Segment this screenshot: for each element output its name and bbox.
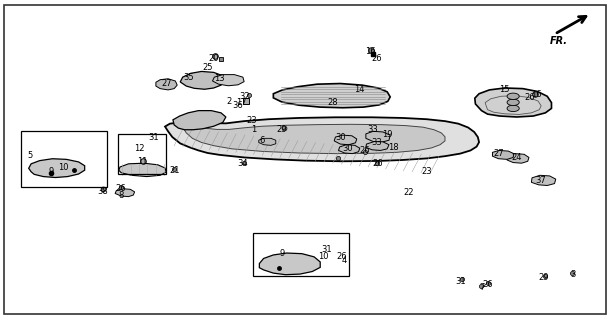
Text: 4: 4	[342, 256, 347, 265]
Text: 3: 3	[570, 270, 575, 279]
Text: 21: 21	[169, 166, 179, 175]
Circle shape	[507, 99, 519, 106]
Polygon shape	[531, 175, 556, 186]
Text: 31: 31	[456, 276, 466, 285]
Polygon shape	[507, 154, 529, 163]
Text: 26: 26	[373, 159, 383, 168]
Polygon shape	[173, 111, 226, 130]
Text: 27: 27	[161, 79, 171, 88]
Text: 16: 16	[531, 90, 542, 99]
Text: 27: 27	[493, 149, 504, 158]
Text: 25: 25	[203, 63, 213, 72]
Text: 36: 36	[232, 101, 243, 110]
Text: 20: 20	[209, 53, 219, 62]
Text: 9: 9	[279, 250, 284, 259]
Text: 11: 11	[137, 157, 148, 166]
Text: 33: 33	[371, 138, 382, 147]
Text: 30: 30	[342, 144, 353, 153]
Text: 31: 31	[321, 245, 332, 254]
Text: 16: 16	[365, 47, 375, 56]
Text: 33: 33	[368, 125, 379, 134]
Text: FR.: FR.	[550, 36, 568, 46]
Text: 9: 9	[49, 167, 54, 176]
Text: 32: 32	[239, 92, 249, 101]
Text: 38: 38	[98, 187, 109, 196]
Text: 34: 34	[238, 159, 248, 168]
Polygon shape	[366, 131, 390, 142]
Text: 22: 22	[403, 188, 414, 197]
Text: 10: 10	[318, 252, 329, 261]
Polygon shape	[29, 159, 85, 178]
Polygon shape	[273, 84, 390, 108]
Text: 15: 15	[500, 85, 510, 94]
Text: 13: 13	[215, 74, 225, 83]
Polygon shape	[115, 189, 135, 197]
Text: 26: 26	[483, 280, 493, 289]
Bar	[21, 131, 107, 187]
Polygon shape	[475, 88, 551, 117]
Polygon shape	[492, 150, 514, 159]
Text: 26: 26	[359, 146, 370, 155]
Bar	[253, 233, 349, 276]
Text: 37: 37	[536, 176, 547, 185]
Text: 29: 29	[276, 125, 287, 134]
Polygon shape	[339, 145, 360, 154]
Polygon shape	[183, 124, 445, 154]
Polygon shape	[156, 79, 177, 90]
Polygon shape	[165, 117, 479, 161]
Text: 7: 7	[479, 283, 484, 292]
Text: 1: 1	[251, 125, 256, 134]
Text: 6: 6	[260, 136, 265, 145]
Text: 8: 8	[118, 190, 123, 200]
Circle shape	[507, 93, 519, 100]
Text: 2: 2	[226, 97, 232, 106]
Text: 24: 24	[512, 153, 522, 162]
Text: 19: 19	[382, 130, 392, 139]
Text: 5: 5	[27, 151, 32, 160]
Polygon shape	[259, 253, 320, 275]
Polygon shape	[259, 138, 276, 145]
Text: 14: 14	[354, 85, 365, 94]
Circle shape	[507, 105, 519, 112]
Text: 12: 12	[134, 144, 145, 153]
Text: 23: 23	[246, 116, 257, 125]
Polygon shape	[119, 163, 167, 177]
Text: 30: 30	[335, 133, 346, 142]
Polygon shape	[334, 135, 357, 145]
Text: 35: 35	[183, 73, 193, 82]
Text: 29: 29	[539, 273, 549, 282]
Text: 18: 18	[388, 143, 398, 152]
Text: 17: 17	[237, 98, 247, 107]
Polygon shape	[212, 75, 244, 86]
Text: 31: 31	[149, 132, 159, 141]
Text: 23: 23	[422, 167, 432, 176]
Text: 28: 28	[327, 98, 338, 107]
Polygon shape	[180, 71, 224, 89]
Text: 26: 26	[371, 53, 381, 62]
Bar	[118, 134, 167, 174]
Text: 26: 26	[525, 93, 536, 102]
Text: 26: 26	[336, 252, 347, 261]
Polygon shape	[366, 141, 389, 150]
Text: 26: 26	[116, 184, 126, 193]
Text: 10: 10	[58, 164, 69, 172]
